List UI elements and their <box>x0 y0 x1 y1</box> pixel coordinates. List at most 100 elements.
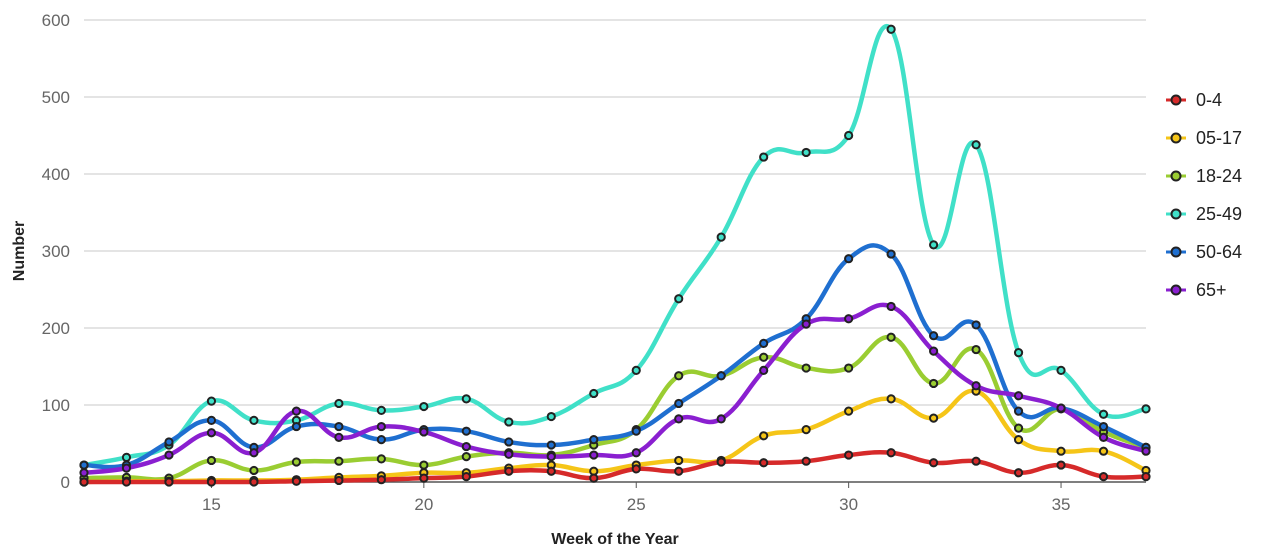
data-point-18-24[interactable] <box>376 454 386 464</box>
data-point-50-64[interactable] <box>1013 406 1024 416</box>
data-point-18-24[interactable] <box>461 451 471 462</box>
data-point-25-49[interactable] <box>121 452 132 462</box>
data-point-05-17[interactable] <box>1098 446 1109 456</box>
data-point-25-49[interactable] <box>929 240 939 250</box>
data-point-65+[interactable] <box>206 428 217 438</box>
legend-item[interactable]: 0-4 <box>1166 90 1222 110</box>
data-point-25-49[interactable] <box>971 140 981 150</box>
data-point-25-49[interactable] <box>419 401 429 412</box>
data-point-0-4[interactable] <box>631 464 641 474</box>
data-point-50-64[interactable] <box>1098 421 1109 432</box>
data-point-05-17[interactable] <box>844 406 854 416</box>
data-point-0-4[interactable] <box>716 457 726 467</box>
data-point-50-64[interactable] <box>206 415 217 425</box>
data-point-05-17[interactable] <box>674 455 684 466</box>
data-point-0-4[interactable] <box>461 472 471 482</box>
data-point-50-64[interactable] <box>886 249 896 259</box>
data-point-0-4[interactable] <box>971 456 981 466</box>
data-point-25-49[interactable] <box>206 396 217 406</box>
data-point-25-49[interactable] <box>249 415 259 425</box>
data-point-18-24[interactable] <box>291 457 301 467</box>
data-point-0-4[interactable] <box>1056 460 1066 470</box>
data-point-65+[interactable] <box>801 319 811 329</box>
data-point-05-17[interactable] <box>1013 435 1024 445</box>
data-point-18-24[interactable] <box>206 455 217 466</box>
data-point-0-4[interactable] <box>249 477 259 487</box>
data-point-0-4[interactable] <box>376 475 386 485</box>
data-point-25-49[interactable] <box>759 152 769 162</box>
data-point-0-4[interactable] <box>121 477 132 487</box>
data-point-65+[interactable] <box>461 441 471 452</box>
data-point-50-64[interactable] <box>716 371 726 381</box>
data-point-25-49[interactable] <box>376 405 386 415</box>
data-point-0-4[interactable] <box>801 456 811 466</box>
data-point-50-64[interactable] <box>461 426 471 436</box>
data-point-0-4[interactable] <box>206 477 217 487</box>
legend-item[interactable]: 18-24 <box>1166 166 1242 186</box>
data-point-65+[interactable] <box>291 406 301 416</box>
data-point-65+[interactable] <box>79 468 89 478</box>
data-point-0-4[interactable] <box>79 477 89 487</box>
data-point-65+[interactable] <box>1098 432 1109 442</box>
data-point-50-64[interactable] <box>164 437 174 447</box>
data-point-50-64[interactable] <box>291 421 301 432</box>
data-point-0-4[interactable] <box>504 466 514 476</box>
data-point-65+[interactable] <box>1056 403 1066 413</box>
data-point-25-49[interactable] <box>844 130 854 141</box>
data-point-65+[interactable] <box>674 414 684 424</box>
data-point-18-24[interactable] <box>801 363 811 373</box>
data-point-50-64[interactable] <box>589 435 599 445</box>
data-point-25-49[interactable] <box>461 394 471 404</box>
data-point-05-17[interactable] <box>759 431 769 441</box>
data-point-0-4[interactable] <box>589 473 599 483</box>
data-point-05-17[interactable] <box>886 394 896 404</box>
data-point-0-4[interactable] <box>759 458 769 468</box>
data-point-65+[interactable] <box>249 448 259 458</box>
data-point-18-24[interactable] <box>419 460 429 470</box>
data-point-50-64[interactable] <box>631 426 641 436</box>
data-point-0-4[interactable] <box>334 475 344 486</box>
legend-item[interactable]: 25-49 <box>1166 204 1242 224</box>
data-point-0-4[interactable] <box>164 477 174 487</box>
data-point-18-24[interactable] <box>929 378 939 389</box>
data-point-25-49[interactable] <box>504 417 514 427</box>
data-point-50-64[interactable] <box>79 460 89 470</box>
data-point-65+[interactable] <box>546 451 556 462</box>
data-point-50-64[interactable] <box>504 437 514 447</box>
data-point-25-49[interactable] <box>716 232 726 242</box>
data-point-25-49[interactable] <box>589 388 599 399</box>
data-point-0-4[interactable] <box>844 450 854 460</box>
data-point-18-24[interactable] <box>971 344 981 355</box>
data-point-65+[interactable] <box>589 450 599 460</box>
data-point-18-24[interactable] <box>886 332 896 342</box>
data-point-18-24[interactable] <box>334 456 344 466</box>
data-point-18-24[interactable] <box>249 465 259 476</box>
legend-item[interactable]: 65+ <box>1166 280 1227 300</box>
data-point-65+[interactable] <box>334 432 344 442</box>
data-point-05-17[interactable] <box>1056 446 1066 456</box>
data-point-0-4[interactable] <box>886 448 896 458</box>
data-point-50-64[interactable] <box>929 331 939 341</box>
data-point-18-24[interactable] <box>759 352 769 362</box>
data-point-18-24[interactable] <box>1013 423 1024 433</box>
data-point-65+[interactable] <box>376 421 386 432</box>
data-point-05-17[interactable] <box>929 413 939 423</box>
data-point-0-4[interactable] <box>419 473 429 483</box>
data-point-18-24[interactable] <box>844 363 854 373</box>
data-point-0-4[interactable] <box>929 458 939 468</box>
data-point-65+[interactable] <box>164 450 174 460</box>
data-point-65+[interactable] <box>1141 446 1151 456</box>
data-point-0-4[interactable] <box>546 466 556 476</box>
legend-item[interactable]: 50-64 <box>1166 242 1242 262</box>
data-point-50-64[interactable] <box>376 435 386 445</box>
legend-item[interactable]: 05-17 <box>1166 128 1242 148</box>
data-point-25-49[interactable] <box>1098 409 1109 419</box>
data-point-0-4[interactable] <box>1098 472 1109 482</box>
data-point-25-49[interactable] <box>334 398 344 409</box>
data-point-50-64[interactable] <box>546 440 556 450</box>
data-point-25-49[interactable] <box>1013 348 1024 358</box>
data-point-18-24[interactable] <box>674 371 684 381</box>
data-point-65+[interactable] <box>504 449 514 459</box>
data-point-65+[interactable] <box>1013 391 1024 401</box>
data-point-50-64[interactable] <box>334 421 344 432</box>
